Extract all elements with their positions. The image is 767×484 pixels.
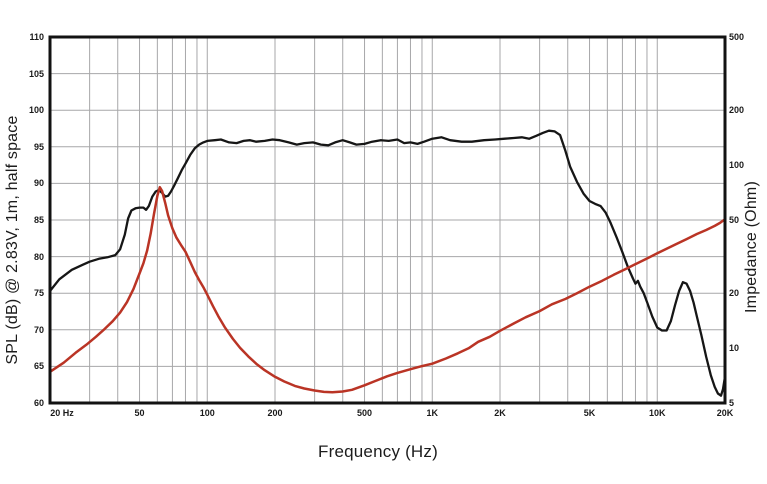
spl-tick-label: 70 <box>33 324 44 335</box>
impedance-tick-label: 10 <box>729 342 740 353</box>
freq-tick-label: 2K <box>494 408 506 418</box>
freq-tick-label: 100 <box>199 408 215 418</box>
spl-tick-label: 60 <box>33 398 44 408</box>
freq-tick-label: 50 <box>134 408 145 418</box>
freq-tick-label: 20K <box>716 408 734 418</box>
spl-tick-label: 75 <box>33 288 44 299</box>
plot-border <box>48 35 727 405</box>
y-axis-title-spl: SPL (dB) @ 2.83V, 1m, half space <box>4 115 21 365</box>
freq-tick-label: 20 Hz <box>50 408 74 418</box>
freq-tick-label: 500 <box>357 408 373 418</box>
freq-tick-label: 5K <box>583 408 596 418</box>
x-axis-title-frequency: Frequency (Hz) <box>318 442 438 461</box>
freq-tick-label: 200 <box>267 408 283 418</box>
freq-tick-label: 1K <box>426 408 439 418</box>
spl-tick-label: 85 <box>33 215 44 225</box>
impedance-curve <box>48 185 727 394</box>
impedance-tick-label: 500 <box>729 32 745 42</box>
impedance-tick-label: 100 <box>729 159 745 170</box>
freq-tick-label: 10K <box>649 408 666 418</box>
y-axis-title-impedance: Impedance (Ohm) <box>743 181 760 313</box>
spl-tick-label: 80 <box>33 251 44 262</box>
spl-tick-label: 65 <box>33 361 44 372</box>
spl-tick-label: 100 <box>28 105 44 116</box>
spl-tick-label: 110 <box>29 32 44 42</box>
spl-tick-label: 95 <box>33 141 44 152</box>
impedance-tick-label: 20 <box>729 287 740 298</box>
spl-tick-label: 105 <box>28 68 44 79</box>
impedance-tick-label: 50 <box>729 215 740 225</box>
spl-curve <box>48 129 727 397</box>
spl-tick-label: 90 <box>33 178 44 189</box>
grid-layer <box>50 37 725 403</box>
impedance-tick-label: 200 <box>729 104 745 115</box>
impedance-tick-label: 5 <box>729 398 735 408</box>
